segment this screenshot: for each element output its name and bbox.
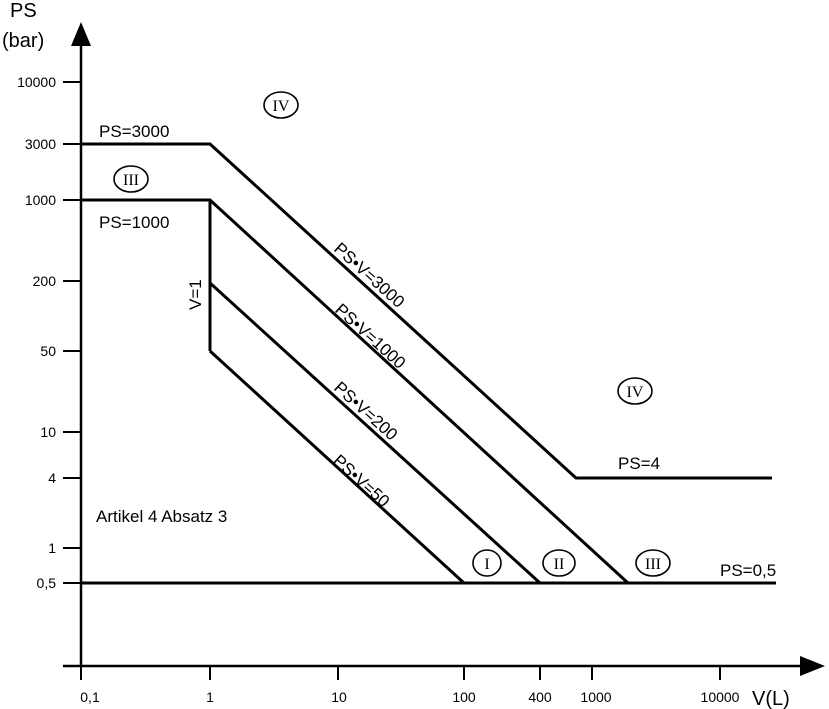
category-marker-bottom-ii: II [542, 549, 576, 577]
x-axis-arrow [800, 656, 825, 676]
y-tick-label: 10 [40, 424, 56, 440]
x-tick-label: 1 [206, 689, 214, 705]
category-circle [472, 549, 502, 577]
y-tick-label: 1000 [25, 192, 56, 208]
category-label: I [484, 556, 489, 573]
axes [63, 22, 825, 676]
category-circle [542, 549, 576, 577]
boundary-lines [81, 142, 776, 585]
category-marker-right-iv: IV [617, 377, 653, 405]
boundary-psv50 [208, 349, 466, 585]
label-psv50: PS•V=50 [329, 451, 393, 511]
label-ps4: PS=4 [618, 454, 660, 473]
y-tick-label: 50 [40, 343, 56, 359]
category-label: IV [273, 98, 290, 115]
category-marker-bottom-iii: III [635, 549, 671, 577]
y-tick-label: 3000 [25, 136, 56, 152]
y-tick-label: 1 [48, 540, 56, 556]
y-tick-label: 200 [33, 273, 57, 289]
category-circle [635, 549, 671, 577]
category-label: III [123, 172, 139, 189]
label-psv1000: PS•V=1000 [331, 300, 409, 373]
x-tick-label: 10 [331, 689, 347, 705]
category-marker-bottom-i: I [472, 549, 502, 577]
label-v1: V=1 [186, 279, 205, 310]
category-label: II [554, 556, 565, 573]
y-tick-label: 10000 [17, 74, 56, 90]
category-label: III [645, 556, 661, 573]
boundary-psv200 [208, 281, 542, 585]
label-ps0-5: PS=0,5 [720, 561, 776, 580]
category-circle [113, 165, 149, 193]
x-tick-label: 400 [528, 689, 552, 705]
category-label: IV [627, 384, 644, 401]
x-ticks: 0,1 1 10 100 400 1000 10000 [80, 666, 740, 705]
y-axis-title-line2: (bar) [2, 30, 44, 52]
category-marker-upper-left-iii: III [113, 165, 149, 193]
boundary-ps3000-psv3000-ps4 [81, 142, 772, 480]
x-tick-label: 10000 [701, 689, 740, 705]
x-axis-title: V(L) [752, 688, 790, 709]
label-psv200: PS•V=200 [330, 378, 401, 444]
y-ticks: 10000 3000 1000 200 50 10 4 1 0,5 [17, 74, 81, 591]
category-marker-top-iv: IV [263, 91, 299, 119]
label-ps1000: PS=1000 [99, 213, 169, 232]
y-tick-label: 4 [48, 470, 56, 486]
x-tick-label: 100 [452, 689, 476, 705]
label-ps3000: PS=3000 [99, 122, 169, 141]
region-note-text: Artikel 4 Absatz 3 [96, 507, 227, 526]
y-axis-title-line1: PS [10, 0, 37, 22]
y-axis-arrow [71, 22, 91, 46]
y-tick-label: 0,5 [37, 575, 57, 591]
x-tick-label: 0,1 [80, 689, 100, 705]
category-circle [617, 377, 653, 405]
category-circle [263, 91, 299, 119]
x-tick-label: 1000 [580, 689, 611, 705]
